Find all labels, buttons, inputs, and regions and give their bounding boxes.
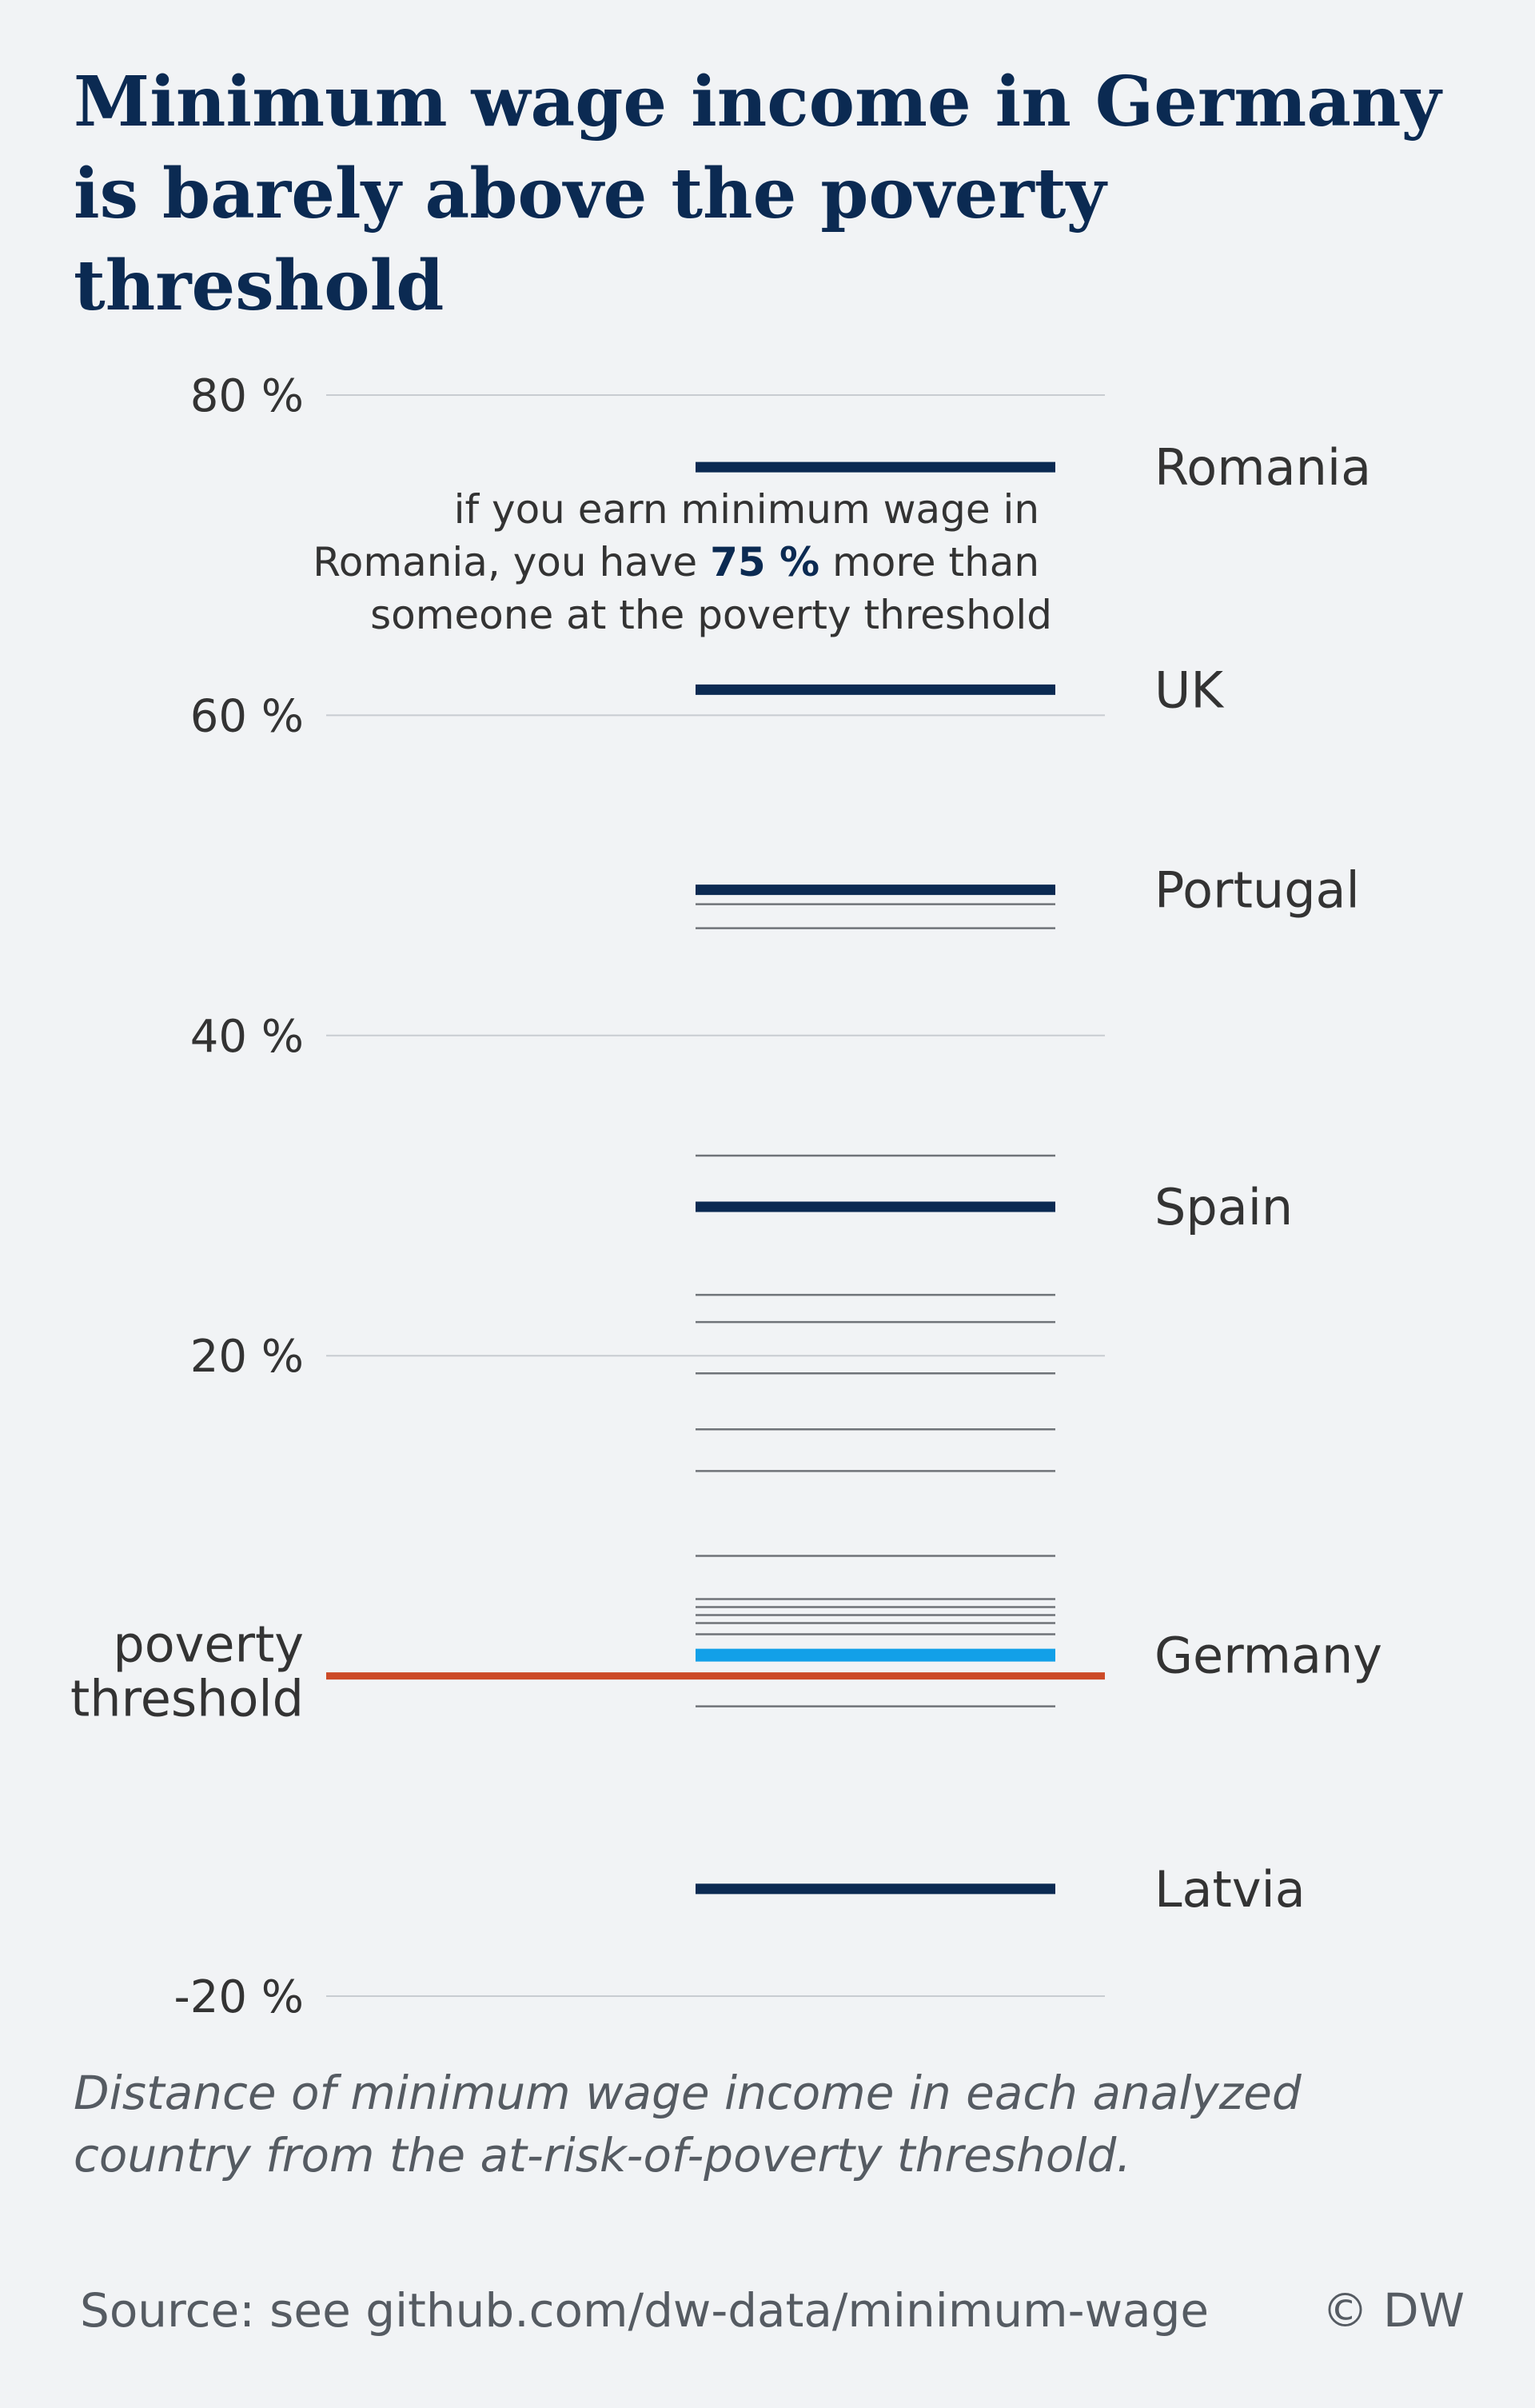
y-tick-label: -20 % (174, 1971, 304, 2023)
strip-chart: -20 %20 %40 %60 %80 % poverty threshold … (70, 370, 1382, 2023)
annotation-line-2-pre: Romania, you have (313, 539, 710, 585)
chart-title: Minimum wage income in Germany is barely… (74, 62, 1441, 326)
poverty-threshold: poverty threshold (70, 1615, 1105, 1728)
annotation-line-2: Romania, you have 75 % more than (313, 539, 1039, 585)
chart-caption: Distance of minimum wage income in each … (74, 2066, 1302, 2182)
y-tick-label: 40 % (190, 1011, 304, 1063)
y-tick-label: 60 % (190, 690, 304, 742)
romania-annotation: if you earn minimum wage in Romania, you… (313, 486, 1052, 638)
other-countries (696, 903, 1055, 1707)
country-label-germany: Germany (1154, 1627, 1382, 1685)
threshold-label-line-1: poverty (113, 1615, 304, 1674)
threshold-label-line-2: threshold (70, 1670, 304, 1728)
y-axis-ticks: -20 % 20 % 40 % 60 % 80 % (174, 370, 304, 2023)
country-label-latvia: Latvia (1154, 1860, 1306, 1919)
annotation-bold-value: 75 % (710, 539, 819, 585)
country-label-portugal: Portugal (1154, 861, 1360, 920)
labeled-countries: Romania UK Portugal Spain Germany Latvia (696, 438, 1382, 1919)
annotation-line-1: if you earn minimum wage in (454, 486, 1040, 533)
grid-lines (326, 394, 1105, 1997)
country-label-uk: UK (1154, 661, 1224, 719)
annotation-line-3: someone at the poverty threshold (370, 592, 1052, 638)
y-tick-label: 80 % (190, 370, 304, 422)
credit: © DW (1322, 2283, 1465, 2338)
source-note: Source: see github.com/dw-data/minimum-w… (80, 2283, 1210, 2338)
country-label-romania: Romania (1154, 438, 1371, 497)
annotation-line-2-post: more than (819, 539, 1039, 585)
y-tick-label: 20 % (190, 1331, 304, 1383)
country-label-spain: Spain (1154, 1178, 1293, 1236)
